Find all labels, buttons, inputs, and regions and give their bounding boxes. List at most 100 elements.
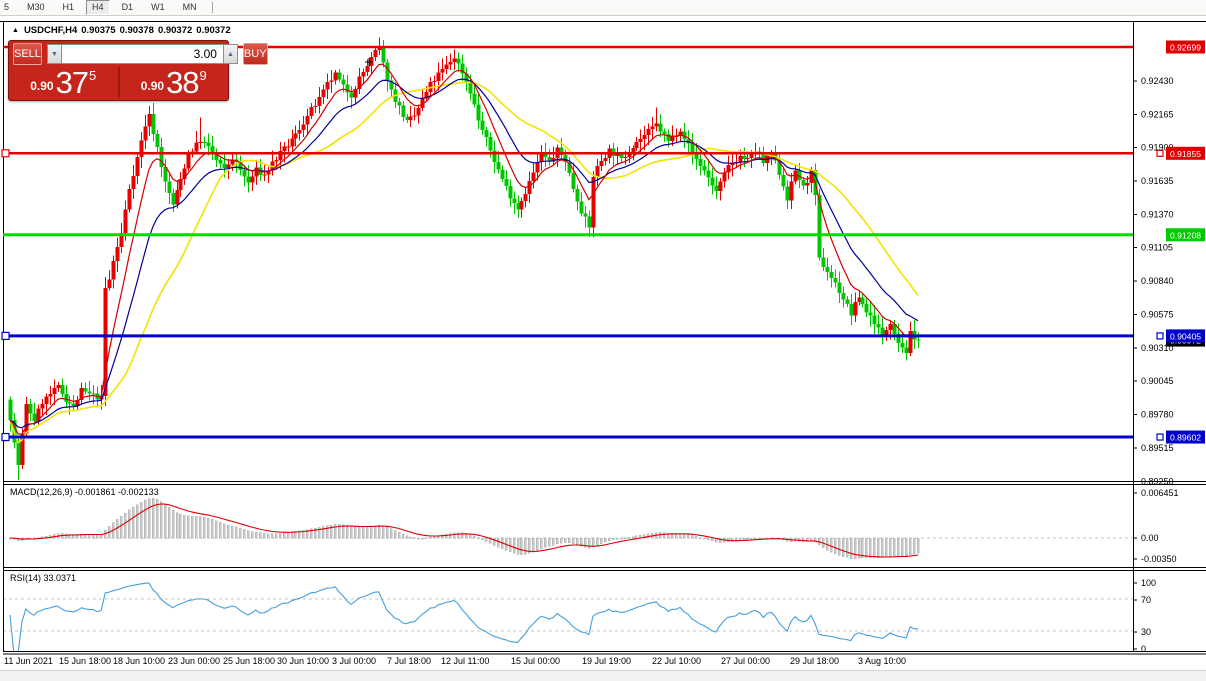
- macd-histogram-bar: [313, 527, 317, 539]
- candle-body: [171, 192, 176, 205]
- candle-body: [408, 116, 413, 121]
- timeframe-button-5[interactable]: 5: [4, 2, 10, 12]
- candle-body: [452, 58, 457, 62]
- macd-histogram-bar: [484, 537, 488, 542]
- macd-histogram-bar: [599, 537, 603, 544]
- candle-body: [706, 170, 711, 178]
- macd-histogram-bar: [718, 537, 722, 543]
- candle-body: [833, 277, 838, 283]
- time-axis-label: 11 Jun 2021: [4, 656, 53, 666]
- sell-button[interactable]: SELL: [13, 43, 42, 65]
- sell-price-sup: 5: [89, 68, 97, 83]
- candle-body: [71, 403, 76, 406]
- price-tick-label: 0.91370: [1141, 209, 1174, 219]
- price-tick-label: 0.92430: [1141, 76, 1174, 86]
- candle-body: [563, 155, 568, 163]
- macd-histogram-bar: [408, 536, 412, 539]
- macd-histogram-bar: [611, 537, 615, 540]
- volume-input[interactable]: [61, 44, 223, 64]
- macd-label: MACD(12,26,9) -0.001861 -0.002133: [10, 487, 159, 497]
- macd-histogram-bar: [452, 532, 456, 539]
- svg-text:0.89602: 0.89602: [1170, 433, 1201, 443]
- timeframe-button-W1[interactable]: W1: [151, 2, 165, 12]
- macd-histogram-bar: [567, 537, 571, 544]
- macd-histogram-bar: [222, 523, 226, 539]
- hline-handle-left[interactable]: [1, 149, 10, 158]
- candle-body: [634, 142, 639, 149]
- macd-histogram-bar: [591, 537, 595, 548]
- candle-body: [623, 157, 628, 159]
- price-tick-label: 0.90045: [1141, 376, 1174, 386]
- candle-body: [801, 180, 806, 186]
- macd-histogram-bar: [492, 537, 496, 546]
- macd-histogram-bar: [353, 526, 357, 539]
- time-axis-label: 15 Jun 18:00: [59, 656, 111, 666]
- timeframe-button-MN[interactable]: MN: [182, 2, 197, 12]
- timeframe-button-M30[interactable]: M30: [27, 2, 45, 12]
- buy-price-display[interactable]: 0.90 38 9: [120, 67, 229, 98]
- macd-scale-label: 0.00: [1141, 533, 1159, 543]
- macd-histogram-bar: [309, 528, 313, 539]
- hline-handle-right[interactable]: [1156, 332, 1164, 340]
- volume-increase-button[interactable]: ▲: [222, 44, 238, 64]
- candle-body: [329, 80, 334, 82]
- svg-text:0.91855: 0.91855: [1170, 149, 1201, 159]
- macd-histogram-bar: [563, 537, 567, 544]
- macd-histogram-bar: [543, 537, 547, 548]
- buy-button[interactable]: BUY: [242, 43, 268, 65]
- hline-handle-right[interactable]: [1156, 149, 1164, 157]
- candle-body: [519, 201, 524, 210]
- rsi-scale-label: 100: [1141, 578, 1156, 588]
- sell-price-display[interactable]: 0.90 37 5: [9, 67, 118, 98]
- hline-handle-left[interactable]: [1, 432, 10, 442]
- candle-body: [290, 138, 295, 147]
- macd-histogram-bar: [615, 537, 619, 540]
- candle-body: [230, 159, 235, 165]
- collapse-arrow-icon[interactable]: ▲: [12, 27, 19, 34]
- macd-histogram-bar: [317, 527, 321, 539]
- macd-histogram-bar: [254, 531, 258, 539]
- candle-body: [749, 152, 754, 159]
- rsi-scale-label: 0: [1141, 644, 1146, 654]
- timeframe-button-D1[interactable]: D1: [121, 2, 134, 12]
- candle-body: [535, 161, 540, 173]
- chart-title: ▲ USDCHF,H4 0.90375 0.90378 0.90372 0.90372: [12, 25, 231, 36]
- candle-body: [159, 147, 164, 168]
- candle-body: [690, 143, 695, 154]
- macd-histogram-bar: [127, 509, 131, 539]
- macd-histogram-bar: [143, 500, 147, 539]
- macd-histogram-bar: [381, 525, 385, 539]
- hline-handle-right[interactable]: [1156, 433, 1164, 441]
- macd-histogram-bar: [900, 537, 904, 557]
- timeframe-button-H1[interactable]: H1: [62, 2, 75, 12]
- hline-handle-left[interactable]: [1, 331, 10, 341]
- macd-histogram-bar: [745, 537, 749, 540]
- macd-histogram-bar: [178, 513, 182, 539]
- macd-histogram-bar: [662, 532, 666, 539]
- price-tick-label: 0.90575: [1141, 309, 1174, 319]
- candle-body: [603, 157, 608, 161]
- timeframe-button-H4[interactable]: H4: [86, 0, 110, 15]
- rsi-panel: [4, 582, 1133, 651]
- candle-body: [781, 174, 786, 187]
- rsi-label: RSI(14) 33.0371: [10, 573, 77, 583]
- candle-body: [583, 213, 588, 217]
- macd-histogram-bar: [190, 515, 194, 539]
- candle-body: [301, 124, 306, 131]
- macd-histogram-bar: [349, 526, 353, 539]
- macd-histogram-bar: [575, 537, 579, 545]
- macd-histogram-bar: [297, 530, 301, 539]
- macd-histogram-bar: [547, 537, 551, 547]
- macd-histogram-bar: [214, 520, 218, 539]
- volume-decrease-button[interactable]: ▼: [46, 44, 62, 64]
- candle-body: [571, 173, 576, 190]
- macd-histogram-bar: [373, 525, 377, 539]
- candle-body: [222, 163, 227, 169]
- macd-histogram-bar: [508, 537, 512, 553]
- macd-histogram-bar: [175, 512, 179, 539]
- candle-body: [876, 324, 881, 328]
- price-tick-label: 0.91900: [1141, 143, 1174, 153]
- macd-histogram-bar: [539, 537, 543, 549]
- macd-histogram-bar: [139, 502, 143, 539]
- candle-body: [448, 61, 453, 65]
